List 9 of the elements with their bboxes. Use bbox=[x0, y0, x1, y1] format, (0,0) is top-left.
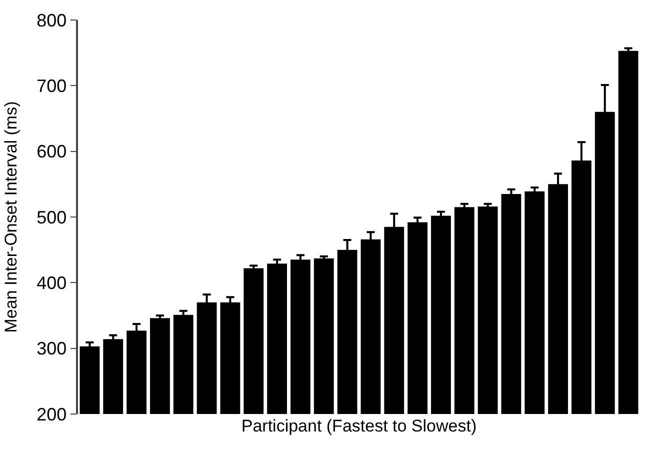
y-tick-label: 600 bbox=[36, 142, 67, 162]
y-tick-label: 800 bbox=[36, 10, 67, 30]
x-axis-title: Participant (Fastest to Slowest) bbox=[241, 416, 477, 436]
y-tick-label: 700 bbox=[36, 76, 67, 96]
y-tick-label: 200 bbox=[36, 404, 67, 424]
y-tick-label: 400 bbox=[36, 272, 67, 293]
y-axis-title: Mean Inter-Onset Interval (ms) bbox=[2, 101, 21, 333]
y-tick-label: 300 bbox=[36, 338, 67, 359]
y-tick-label: 500 bbox=[36, 207, 67, 228]
